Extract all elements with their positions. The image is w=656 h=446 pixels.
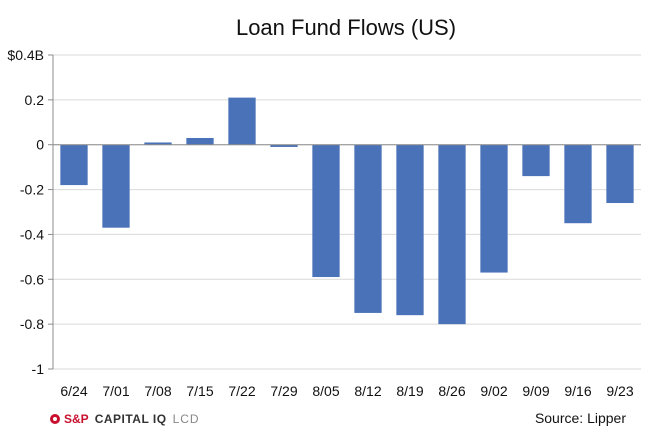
bar-7-29 bbox=[270, 144, 298, 147]
x-tick-label: 9/02 bbox=[480, 383, 507, 399]
logo-capital-iq-text: CAPITAL IQ bbox=[94, 412, 167, 426]
bar-7-22 bbox=[228, 97, 256, 145]
bar-8-26 bbox=[438, 144, 466, 325]
y-tick-label: -0.6 bbox=[20, 271, 44, 287]
gridlines bbox=[53, 54, 641, 370]
bar-8-19 bbox=[396, 144, 424, 316]
logo-sp-text: S&P bbox=[64, 412, 89, 426]
bar-8-05 bbox=[312, 144, 340, 278]
y-tick-label: -1 bbox=[32, 361, 45, 377]
x-tick-label: 8/12 bbox=[354, 383, 381, 399]
x-tick-label: 8/26 bbox=[438, 383, 465, 399]
bar-8-12 bbox=[354, 144, 382, 313]
y-tick-label: 0.2 bbox=[25, 92, 45, 108]
y-tick-label: $0.4B bbox=[7, 47, 44, 63]
bar-9-16 bbox=[564, 144, 592, 224]
x-tick-label: 8/19 bbox=[396, 383, 423, 399]
x-tick-label: 7/08 bbox=[144, 383, 171, 399]
source-note: Source: Lipper bbox=[534, 410, 626, 426]
x-tick-label: 9/09 bbox=[522, 383, 549, 399]
x-tick-label: 7/01 bbox=[102, 383, 129, 399]
y-tick-label: -0.2 bbox=[20, 182, 44, 198]
x-tick-label: 7/29 bbox=[270, 383, 297, 399]
x-tick-label: 9/16 bbox=[564, 383, 591, 399]
y-tick-label: -0.4 bbox=[20, 226, 44, 242]
bar-6-24 bbox=[60, 144, 88, 186]
x-tick-label: 7/22 bbox=[228, 383, 255, 399]
logo-lcd-text: LCD bbox=[172, 412, 200, 426]
sp-capital-iq-logo: S&P CAPITAL IQ LCD bbox=[50, 412, 200, 426]
axes bbox=[48, 54, 641, 370]
x-tick-label: 7/15 bbox=[186, 383, 213, 399]
bar-7-01 bbox=[102, 144, 130, 228]
x-tick-label: 9/23 bbox=[606, 383, 633, 399]
x-tick-label: 6/24 bbox=[60, 383, 87, 399]
x-tick-label: 8/05 bbox=[312, 383, 339, 399]
y-tick-label: 0 bbox=[36, 137, 44, 153]
x-axis-tick-labels: 6/24 7/01 7/08 7/15 7/22 7/29 8/05 8/12 8/19 8/26… bbox=[60, 383, 633, 399]
bar-9-02 bbox=[480, 144, 508, 273]
y-tick-label: -0.8 bbox=[20, 316, 44, 332]
logo-mark-icon bbox=[50, 414, 60, 424]
bar-9-09 bbox=[522, 144, 550, 177]
chart-title: Loan Fund Flows (US) bbox=[236, 15, 456, 40]
bar-9-23 bbox=[606, 144, 634, 204]
y-axis-tick-labels: $0.4B 0.2 0 -0.2 -0.4 -0.6 -0.8 -1 bbox=[7, 47, 44, 377]
bar-7-08 bbox=[144, 142, 172, 145]
bars bbox=[60, 97, 634, 325]
bar-7-15 bbox=[186, 137, 214, 145]
